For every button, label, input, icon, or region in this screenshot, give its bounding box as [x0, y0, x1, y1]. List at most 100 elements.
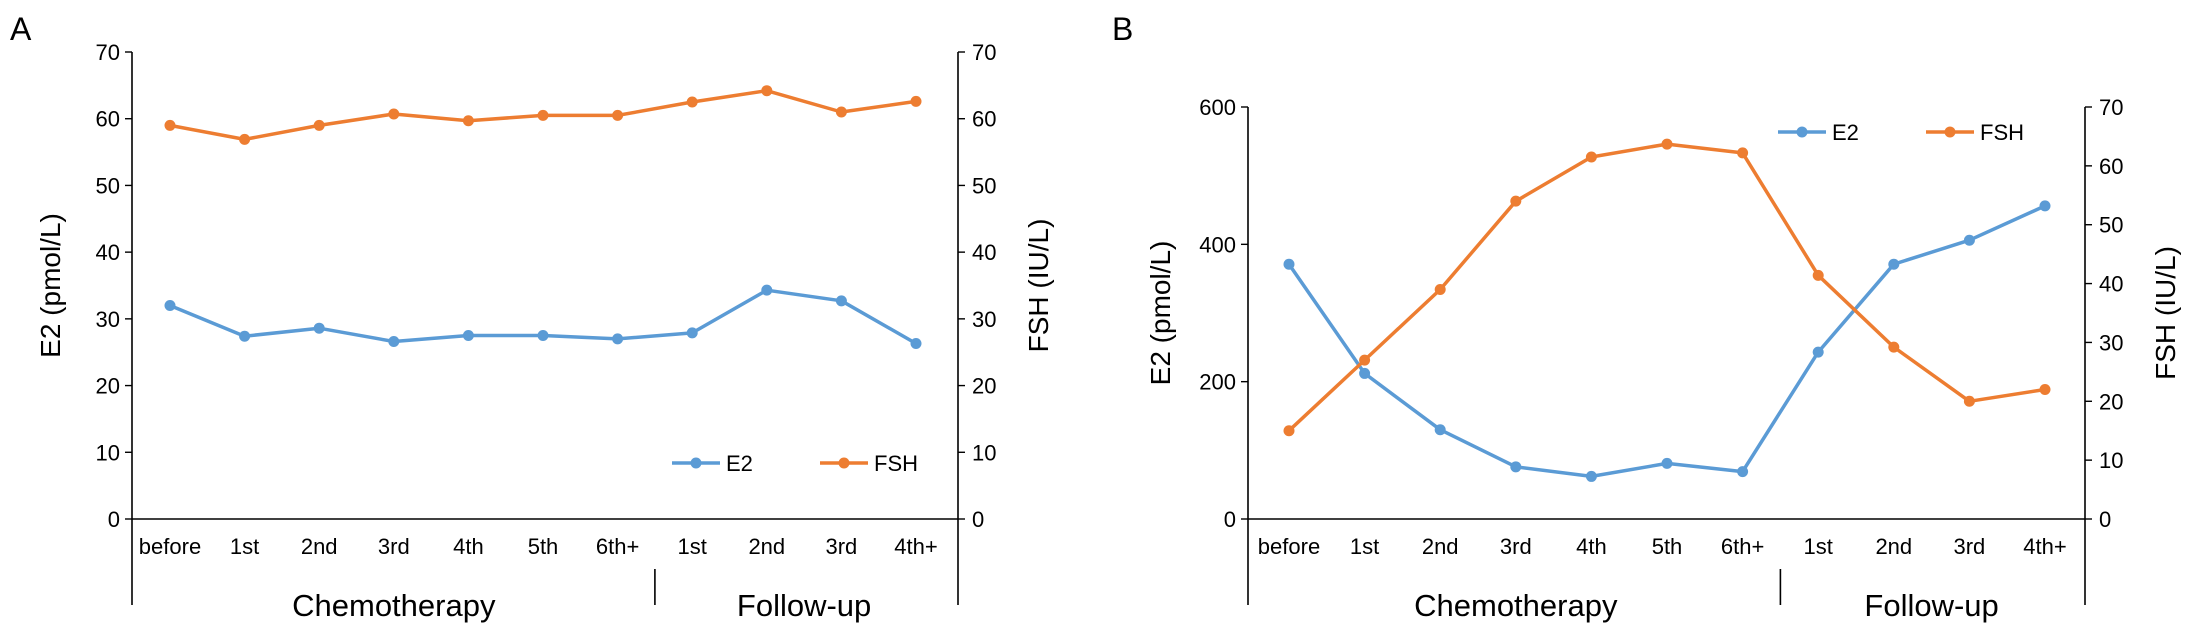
chart-panel-a: A 0 10 20 30 40 50 60 70 0 10 20 30 40 50 60 70 before 1st…: [10, 11, 1054, 623]
x-tick-label: 3rd: [1954, 534, 1986, 559]
data-point-fsh: [612, 109, 624, 121]
left-tick-label: 20: [96, 374, 120, 399]
right-tick-label: 0: [972, 507, 984, 532]
data-point-fsh: [239, 133, 251, 145]
x-tick-label: 1st: [1350, 534, 1379, 559]
group-label: Follow-up: [737, 588, 871, 623]
x-tick-label: 2nd: [1422, 534, 1459, 559]
data-point-fsh: [388, 108, 400, 120]
left-tick-label: 200: [1199, 370, 1236, 395]
data-point-e2: [835, 295, 847, 307]
x-tick-label: 4th+: [2023, 534, 2066, 559]
right-tick-label: 20: [2099, 389, 2123, 414]
data-point-e2: [761, 284, 773, 296]
x-tick-label: 1st: [230, 534, 259, 559]
x-tick-label: 6th+: [1721, 534, 1764, 559]
data-point-e2: [164, 300, 176, 312]
data-point-e2: [1585, 470, 1597, 482]
data-point-fsh: [313, 119, 325, 131]
data-point-e2: [1359, 367, 1371, 379]
data-point-fsh: [1812, 269, 1824, 281]
data-point-fsh: [1661, 138, 1673, 150]
data-point-fsh: [1510, 195, 1522, 207]
data-point-e2: [1283, 258, 1295, 270]
right-tick-label: 70: [972, 40, 996, 65]
data-point-fsh: [462, 115, 474, 127]
right-tick-label: 30: [2099, 330, 2123, 355]
x-tick-label: 2nd: [1875, 534, 1912, 559]
left-tick-label: 70: [96, 40, 120, 65]
legend-label: FSH: [1980, 120, 2024, 145]
chart-panel-b: B 0 200 400 600 0 10 20 30 40 50 60 70 before 1st 2nd 3r…: [1112, 11, 2181, 623]
data-point-fsh: [1283, 425, 1295, 437]
group-label: Follow-up: [1864, 588, 1998, 623]
data-point-e2: [1888, 258, 1900, 270]
x-tick-label: 4th: [1576, 534, 1607, 559]
x-tick-label: 6th+: [596, 534, 639, 559]
legend: E2 FSH: [672, 451, 918, 476]
data-point-fsh: [910, 95, 922, 107]
x-tick-label: before: [139, 534, 201, 559]
series-line-e2: [1287, 204, 2046, 479]
data-point-e2: [910, 338, 922, 350]
data-point-e2: [239, 330, 251, 342]
data-point-e2: [686, 327, 698, 339]
legend-marker-fsh: [838, 457, 850, 469]
x-tick-label: 3rd: [378, 534, 410, 559]
x-tick-label: 2nd: [748, 534, 785, 559]
legend-label: E2: [726, 451, 753, 476]
legend-marker-e2: [690, 457, 702, 469]
x-tick-label: 5th: [528, 534, 559, 559]
panel-label: A: [10, 11, 32, 47]
data-point-fsh: [1434, 283, 1446, 295]
legend-label: E2: [1832, 120, 1859, 145]
data-point-e2: [462, 330, 474, 342]
legend-label: FSH: [874, 451, 918, 476]
series-line-fsh: [1287, 142, 2046, 432]
right-tick-label: 50: [2099, 213, 2123, 238]
y-axis-title: E2 (pmol/L): [1145, 241, 1176, 386]
data-point-e2: [388, 336, 400, 348]
data-point-e2: [1963, 234, 1975, 246]
right-tick-label: 60: [2099, 154, 2123, 179]
data-point-fsh: [2039, 384, 2051, 396]
y2-axis-title: FSH (IU/L): [1023, 219, 1054, 353]
x-tick-label: 1st: [678, 534, 707, 559]
right-tick-label: 60: [972, 107, 996, 132]
left-tick-label: 60: [96, 107, 120, 132]
group-label: Chemotherapy: [1414, 588, 1618, 623]
right-tick-label: 40: [972, 240, 996, 265]
data-point-fsh: [1359, 354, 1371, 366]
legend: E2 FSH: [1778, 120, 2024, 145]
group-label: Chemotherapy: [292, 588, 496, 623]
data-point-e2: [1812, 346, 1824, 358]
left-tick-label: 40: [96, 240, 120, 265]
data-point-fsh: [1963, 395, 1975, 407]
right-tick-label: 0: [2099, 507, 2111, 532]
data-point-e2: [612, 333, 624, 345]
data-point-fsh: [1737, 147, 1749, 159]
data-point-fsh: [1888, 341, 1900, 353]
y-axis-title: E2 (pmol/L): [35, 213, 66, 358]
x-tick-label: 4th: [453, 534, 484, 559]
data-point-fsh: [686, 96, 698, 108]
data-point-fsh: [1585, 151, 1597, 163]
x-tick-label: 4th+: [894, 534, 937, 559]
data-point-fsh: [164, 119, 176, 131]
data-point-e2: [1737, 466, 1749, 478]
data-point-e2: [313, 322, 325, 334]
left-tick-label: 50: [96, 173, 120, 198]
x-tick-label: 2nd: [301, 534, 338, 559]
x-tick-label: 5th: [1652, 534, 1683, 559]
left-tick-label: 10: [96, 440, 120, 465]
y2-axis-title: FSH (IU/L): [2150, 246, 2181, 380]
x-tick-label: 1st: [1804, 534, 1833, 559]
x-tick-label: 3rd: [1500, 534, 1532, 559]
left-tick-label: 400: [1199, 232, 1236, 257]
data-point-e2: [2039, 200, 2051, 212]
legend-marker-e2: [1796, 126, 1808, 138]
data-point-e2: [1661, 457, 1673, 469]
right-tick-label: 30: [972, 307, 996, 332]
panel-label: B: [1112, 11, 1133, 47]
